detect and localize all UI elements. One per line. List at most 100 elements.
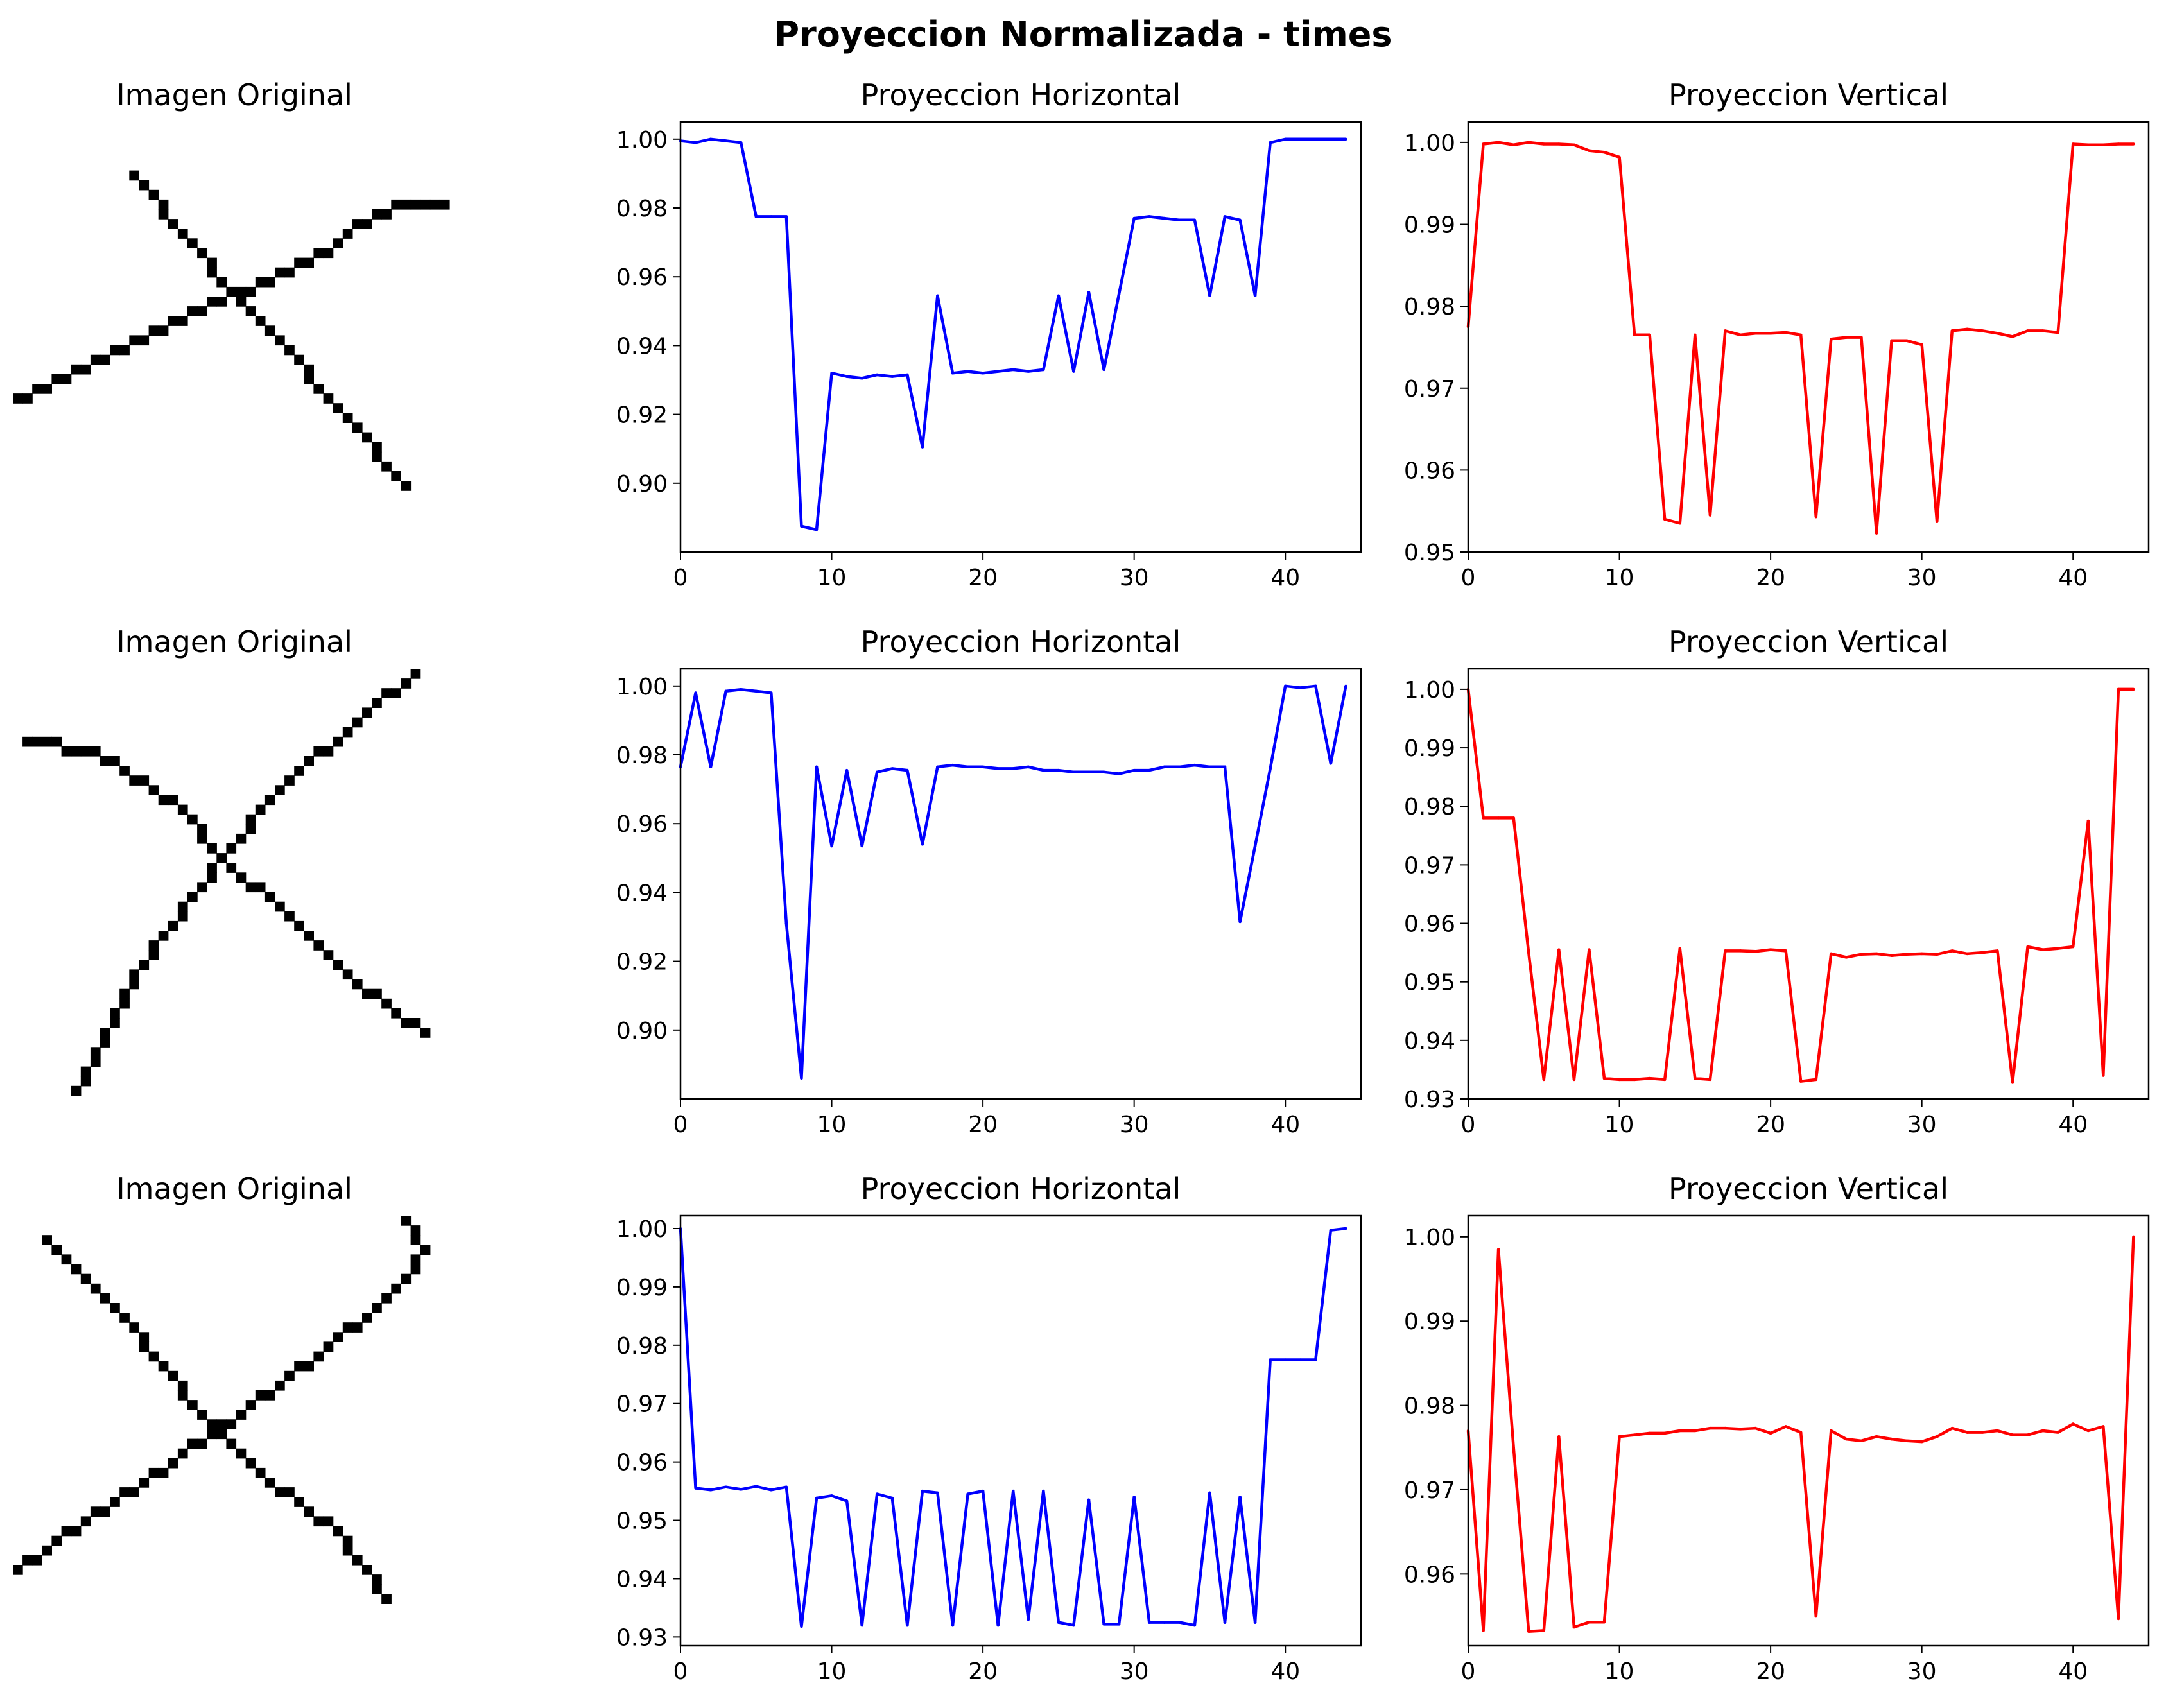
stroke-pixel (110, 756, 120, 766)
data-point (1875, 952, 1878, 956)
data-point (1769, 948, 1772, 951)
stroke-pixel (90, 1047, 101, 1057)
data-point (1148, 768, 1151, 772)
stroke-pixel (323, 746, 334, 757)
data-point (1618, 1435, 1621, 1438)
stroke-pixel (51, 374, 62, 384)
stroke-pixel (177, 804, 188, 815)
data-point (709, 137, 713, 141)
stroke-pixel (313, 940, 324, 951)
data-point (709, 1488, 713, 1492)
stroke-pixel (333, 238, 343, 248)
stroke-pixel (304, 1506, 314, 1517)
stroke-pixel (32, 736, 42, 747)
data-point (845, 768, 849, 772)
stroke-pixel (22, 1555, 33, 1566)
data-point (1163, 1621, 1166, 1624)
stroke-pixel (207, 257, 217, 268)
stroke-pixel (342, 1545, 353, 1556)
y-tick-label: 0.95 (1404, 540, 1455, 566)
stroke-pixel (304, 364, 314, 375)
stroke-pixel (226, 286, 237, 297)
data-point (1860, 953, 1863, 956)
data-point (1936, 953, 1939, 956)
stroke-pixel (139, 1332, 150, 1342)
x-tick-label: 20 (968, 1112, 998, 1138)
stroke-pixel (372, 988, 382, 999)
data-point (1527, 951, 1530, 954)
data-point (1678, 522, 1681, 525)
data-point (1694, 1076, 1697, 1080)
data-point (1950, 329, 1954, 332)
y-tick-label: 1.00 (616, 127, 668, 153)
stroke-pixel (80, 1273, 91, 1284)
y-tick-label: 1.00 (1404, 1225, 1455, 1251)
data-point (1012, 767, 1015, 770)
stroke-pixel (42, 736, 52, 747)
data-point (966, 370, 969, 373)
data-point (1754, 332, 1757, 335)
data-point (1299, 686, 1302, 689)
data-point (1966, 1431, 1969, 1434)
stroke-pixel (410, 669, 421, 679)
data-point (1542, 142, 1545, 146)
y-tick-label: 0.96 (1404, 1562, 1455, 1588)
data-point (1830, 1429, 1833, 1433)
data-point (906, 768, 909, 772)
stroke-pixel (401, 1018, 412, 1028)
stroke-pixel (148, 940, 159, 951)
data-point (1905, 339, 1909, 342)
stroke-pixel (129, 775, 139, 786)
stroke-pixel (110, 1497, 120, 1507)
stroke-pixel (168, 795, 178, 806)
x-tick-label: 20 (968, 1659, 998, 1685)
stroke-pixel (129, 969, 139, 980)
data-point (1542, 1078, 1545, 1082)
data-point (815, 528, 819, 531)
y-tick-label: 0.93 (1404, 1087, 1455, 1113)
stroke-pixel (420, 1245, 431, 1255)
data-point (1072, 1623, 1075, 1627)
plot-frame (679, 1214, 1362, 1647)
stroke-pixel (362, 988, 372, 999)
stroke-pixel (148, 1351, 159, 1362)
stroke-pixel (352, 219, 363, 229)
y-tick-label: 0.99 (1404, 1309, 1455, 1335)
data-point (1527, 1630, 1530, 1633)
data-point (2026, 945, 2029, 949)
stroke-pixel (245, 824, 256, 834)
data-point (1269, 141, 1272, 144)
data-point (1223, 1621, 1227, 1624)
y-tick-label: 1.00 (1404, 130, 1455, 157)
x-tick-label: 30 (1120, 1659, 1149, 1685)
stroke-pixel (372, 451, 382, 462)
stroke-pixel (333, 1526, 343, 1537)
data-point (1830, 337, 1833, 341)
stroke-pixel (342, 1322, 353, 1333)
stroke-pixel (323, 1516, 334, 1527)
stroke-pixel (158, 931, 169, 941)
stroke-pixel (197, 1438, 207, 1449)
data-point (784, 1485, 788, 1488)
data-point (1588, 1621, 1591, 1624)
stroke-pixel (100, 1028, 110, 1038)
stroke-pixel (372, 1584, 382, 1594)
stroke-pixel (342, 969, 353, 980)
data-point (876, 1492, 879, 1496)
data-point (1738, 949, 1742, 953)
stroke-pixel (313, 384, 324, 394)
stroke-pixel (284, 775, 295, 786)
stroke-pixel (177, 1390, 188, 1401)
data-point (1193, 1623, 1197, 1627)
data-point (951, 372, 955, 375)
stroke-pixel (51, 1535, 62, 1546)
data-point (1663, 1078, 1667, 1082)
stroke-pixel (410, 1235, 421, 1245)
data-point (830, 372, 833, 375)
stroke-pixel (71, 1085, 82, 1096)
stroke-pixel (168, 219, 178, 229)
y-tick-label: 1.00 (616, 1216, 668, 1243)
stroke-pixel (255, 804, 266, 815)
data-point (845, 1499, 849, 1503)
stroke-pixel (333, 403, 343, 413)
